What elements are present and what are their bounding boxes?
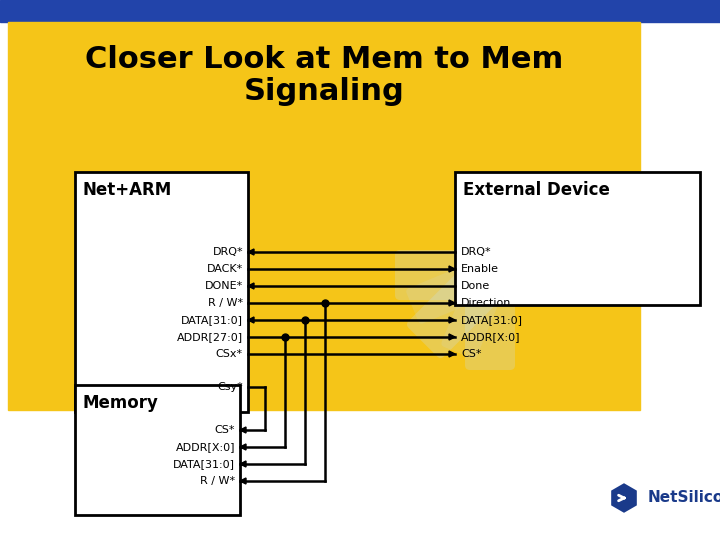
Text: DRQ*: DRQ* [212,247,243,257]
Text: Closer Look at Mem to Mem: Closer Look at Mem to Mem [85,45,563,75]
Polygon shape [449,300,455,306]
Text: ADDR[27:0]: ADDR[27:0] [177,332,243,342]
Polygon shape [248,317,254,323]
Text: Direction: Direction [461,298,511,308]
Text: Enable: Enable [461,264,499,274]
Text: CS*: CS* [215,425,235,435]
Text: DATA[31:0]: DATA[31:0] [461,315,523,325]
Bar [75,172,248,412]
Polygon shape [449,334,455,340]
Text: CSx*: CSx* [216,349,243,359]
FancyBboxPatch shape [407,192,573,358]
FancyBboxPatch shape [465,180,515,370]
Text: R / W*: R / W* [200,476,235,486]
Text: DONE*: DONE* [204,281,243,291]
Bar [0,0,720,22]
Polygon shape [610,482,638,514]
Polygon shape [248,283,254,289]
Bar [8,22,640,410]
Polygon shape [240,478,246,484]
Bar [75,385,240,515]
FancyBboxPatch shape [441,191,539,359]
Text: DRQ*: DRQ* [461,247,492,257]
Text: DATA[31:0]: DATA[31:0] [173,459,235,469]
Text: ADDR[X:0]: ADDR[X:0] [461,332,521,342]
Text: Done: Done [461,281,490,291]
Polygon shape [248,249,254,255]
Text: Signaling: Signaling [243,78,405,106]
Text: Csy*: Csy* [217,382,243,392]
Polygon shape [240,427,246,433]
FancyBboxPatch shape [406,226,574,323]
Text: Net+ARM: Net+ARM [83,181,172,199]
Polygon shape [449,266,455,272]
Bar [455,172,700,305]
Text: NetSilicon: NetSilicon [648,490,720,505]
Text: CS*: CS* [461,349,482,359]
Polygon shape [240,461,246,467]
Text: DACK*: DACK* [207,264,243,274]
Text: External Device: External Device [463,181,610,199]
Circle shape [460,245,520,305]
Polygon shape [449,351,455,357]
Text: Memory: Memory [83,394,159,412]
Text: ADDR[X:0]: ADDR[X:0] [176,442,235,452]
FancyBboxPatch shape [395,250,585,300]
Polygon shape [449,317,455,323]
Polygon shape [240,444,246,450]
Text: R / W*: R / W* [208,298,243,308]
Text: DATA[31:0]: DATA[31:0] [181,315,243,325]
